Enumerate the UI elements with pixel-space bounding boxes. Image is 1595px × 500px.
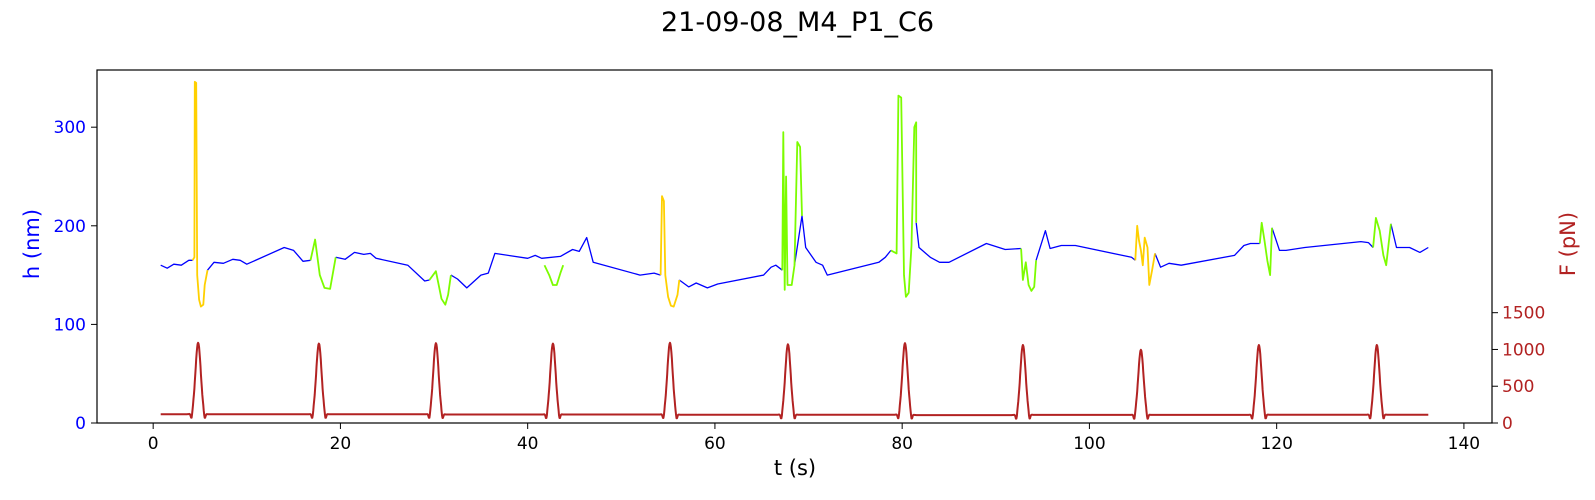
x-tick-label: 80 xyxy=(891,434,913,454)
x-tick-label: 0 xyxy=(148,434,159,454)
height-segment-h_baseline-4 xyxy=(678,264,783,289)
plot-area xyxy=(160,80,1429,420)
y-right-tick-label: 1000 xyxy=(1502,340,1545,360)
height-segment-h_green-1 xyxy=(428,270,452,306)
y-right-tick-label: 1500 xyxy=(1502,304,1545,324)
x-axis-label: t (s) xyxy=(774,456,816,480)
plot-frame xyxy=(96,69,1493,424)
height-segment-h_yellow-2 xyxy=(1134,224,1156,286)
x-tick-label: 20 xyxy=(330,434,352,454)
height-segment-h_baseline-7 xyxy=(1035,230,1136,261)
height-segment-h_baseline-3 xyxy=(450,236,661,289)
height-segment-h_baseline-10 xyxy=(1390,223,1429,254)
y-right-tick-label: 0 xyxy=(1502,414,1513,434)
height-segment-h_green-5 xyxy=(1020,248,1037,292)
height-segment-h_baseline-9 xyxy=(1271,227,1374,252)
y-left-axis-label: h (nm) xyxy=(20,209,44,279)
y-right-tick-label: 500 xyxy=(1502,377,1534,397)
height-segment-h_baseline-6 xyxy=(915,222,1022,263)
height-segment-h_yellow-0 xyxy=(191,80,209,308)
y-left-tick-label: 300 xyxy=(54,118,86,138)
height-segment-h_green-7 xyxy=(1372,216,1392,267)
x-tick-label: 100 xyxy=(1073,434,1105,454)
y-right-axis-label: F (pN) xyxy=(1556,212,1580,276)
height-segment-h_green-0 xyxy=(309,238,337,290)
y-left-tick-label: 100 xyxy=(54,315,86,335)
height-segment-h_green-6 xyxy=(1258,221,1273,277)
height-segment-h_green-2 xyxy=(543,264,565,286)
x-tick-label: 140 xyxy=(1448,434,1480,454)
x-tick-label: 120 xyxy=(1260,434,1292,454)
x-tick-label: 60 xyxy=(704,434,726,454)
height-segment-h_green-4 xyxy=(890,94,918,298)
height-segment-h_baseline-2 xyxy=(335,251,430,282)
height-segment-h_baseline-1 xyxy=(206,246,311,271)
height-segment-h_baseline-0 xyxy=(160,259,193,269)
height-segment-h_baseline-5 xyxy=(793,215,892,276)
height-segment-h_yellow-1 xyxy=(659,195,681,308)
chart-title: 21-09-08_M4_P1_C6 xyxy=(661,7,934,38)
y-left-axis-ticks: 0 100 200 300 xyxy=(54,118,97,434)
x-tick-label: 40 xyxy=(517,434,539,454)
y-right-axis-ticks: 0 500 1000 1500 xyxy=(1492,304,1545,434)
height-segment-h_baseline-8 xyxy=(1154,242,1260,268)
height-segment-h_green-3 xyxy=(781,131,803,291)
force-series-line xyxy=(160,341,1429,420)
x-axis-ticks: 0 20 40 60 80 100 120 140 xyxy=(148,423,1480,454)
y-left-tick-label: 200 xyxy=(54,217,86,237)
y-left-tick-label: 0 xyxy=(75,414,86,434)
